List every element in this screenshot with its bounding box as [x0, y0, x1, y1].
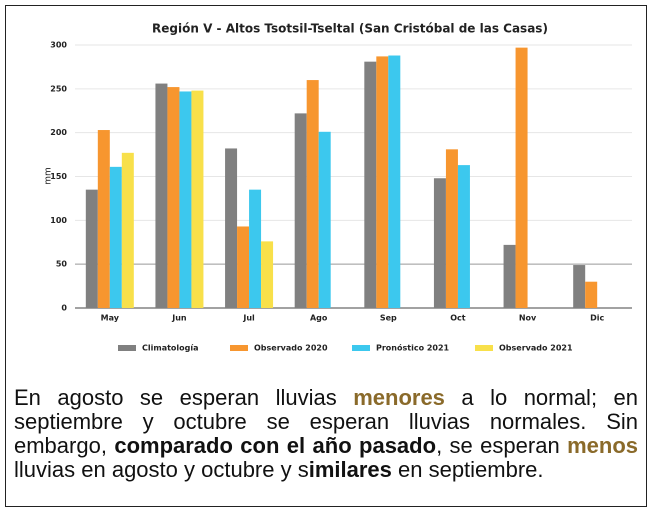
x-tick-label: Dic	[590, 314, 604, 323]
y-tick-label: 100	[50, 216, 67, 225]
bar	[97, 130, 110, 308]
bar	[179, 91, 192, 308]
x-tick-label: Sep	[380, 314, 397, 323]
bar	[457, 165, 470, 308]
caption-run: , se esperan	[436, 433, 568, 458]
caption-run: imilares	[308, 457, 392, 482]
caption-run: menos	[567, 433, 638, 458]
bar	[109, 166, 122, 308]
bar	[85, 189, 98, 308]
bar	[376, 56, 389, 308]
x-tick-label: Ago	[310, 314, 328, 323]
legend-label: Observado 2021	[499, 344, 573, 353]
chart-title: Región V - Altos Tsotsil-Tseltal (San Cr…	[152, 22, 548, 36]
bar	[261, 241, 274, 308]
bar	[585, 281, 598, 308]
y-tick-label: 200	[50, 128, 67, 137]
bar	[318, 131, 331, 308]
bar	[225, 148, 238, 308]
bar	[191, 90, 204, 308]
bar	[155, 83, 168, 308]
y-tick-label: 300	[50, 41, 67, 50]
bar	[445, 149, 458, 308]
bar	[306, 80, 319, 308]
bar	[503, 244, 516, 308]
bar	[364, 61, 377, 309]
legend-label: Climatología	[142, 344, 199, 353]
y-tick-label: 250	[50, 84, 67, 93]
caption-run: comparado con el año pasado	[114, 433, 437, 458]
x-tick-label: Jun	[171, 314, 187, 323]
x-tick-label: Nov	[519, 314, 537, 323]
frame	[5, 5, 647, 507]
bar	[294, 113, 307, 308]
x-tick-label: Oct	[450, 314, 466, 323]
legend-label: Observado 2020	[254, 344, 328, 353]
y-tick-label: 150	[50, 172, 67, 181]
legend-swatch	[352, 345, 370, 351]
caption: En agosto se esperan lluvias menores a l…	[14, 386, 638, 482]
bar	[167, 87, 180, 308]
chart: Región V - Altos Tsotsil-Tseltal (San Cr…	[44, 22, 632, 353]
bar	[433, 178, 446, 308]
caption-run: menores	[353, 385, 445, 410]
caption-run: a lo normal; en septiembre y octubre se …	[14, 385, 638, 458]
legend-swatch	[230, 345, 248, 351]
bar	[573, 265, 586, 308]
x-tick-label: May	[101, 314, 120, 323]
legend-label: Pronóstico 2021	[376, 343, 450, 353]
bar	[388, 55, 401, 308]
y-tick-label: 0	[61, 304, 67, 313]
x-tick-label: Jul	[242, 314, 255, 323]
y-axis-label: mm	[44, 167, 54, 185]
legend-swatch	[118, 345, 136, 351]
y-tick-label: 50	[56, 260, 68, 269]
bar	[237, 226, 250, 308]
bar	[515, 47, 528, 308]
bar	[121, 152, 134, 308]
legend-swatch	[475, 345, 493, 351]
caption-run: lluvias en agosto y octubre y s	[14, 457, 309, 482]
bar	[249, 189, 262, 308]
caption-run: en septiembre.	[391, 457, 544, 482]
caption-run: En agosto se esperan lluvias	[14, 385, 354, 410]
